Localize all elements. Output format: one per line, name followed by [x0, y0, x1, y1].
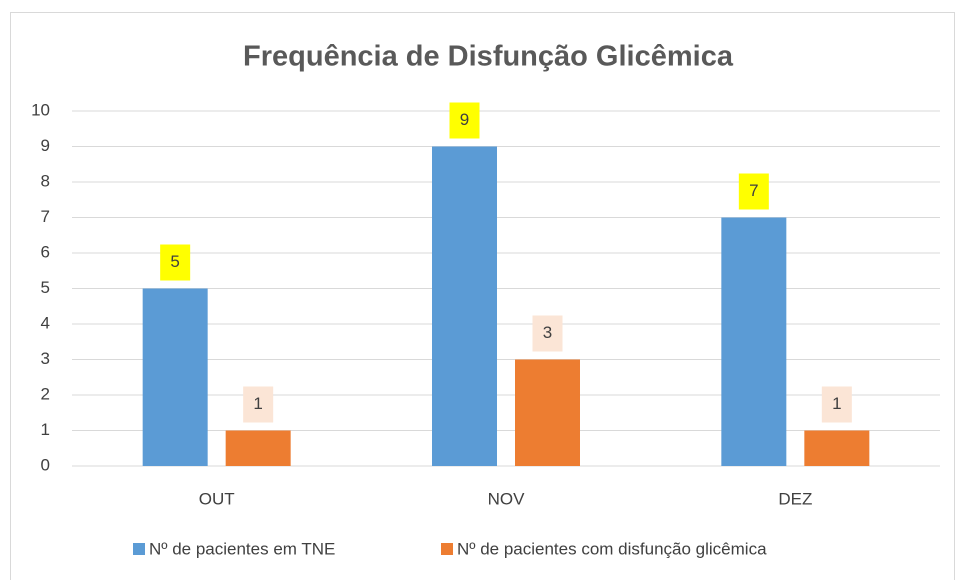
data-label-box — [821, 386, 852, 423]
data-label-box — [449, 102, 480, 139]
y-tick-label: 10 — [31, 100, 50, 119]
bar — [515, 359, 580, 466]
y-tick-label: 0 — [41, 455, 50, 474]
data-label: 1 — [832, 394, 841, 413]
data-label: 7 — [749, 181, 758, 200]
y-tick-label: 7 — [41, 207, 50, 226]
y-tick-label: 1 — [41, 420, 50, 439]
data-label-box — [532, 315, 563, 352]
data-label: 5 — [170, 252, 179, 271]
legend-label: Nº de pacientes com disfunção glicêmica — [457, 539, 767, 558]
bar — [721, 217, 787, 466]
data-label-box — [738, 173, 769, 210]
data-label-box — [160, 244, 191, 281]
bar — [432, 146, 497, 466]
y-tick-label: 5 — [41, 278, 50, 297]
x-tick-label: NOV — [488, 489, 526, 508]
y-tick-label: 4 — [41, 313, 50, 332]
data-label: 1 — [253, 394, 262, 413]
chart-title: Frequência de Disfunção Glicêmica — [243, 41, 734, 73]
y-tick-label: 3 — [41, 349, 50, 368]
bar — [225, 430, 291, 466]
x-tick-label: OUT — [199, 489, 235, 508]
legend-label: Nº de pacientes em TNE — [149, 539, 335, 558]
x-tick-label: DEZ — [778, 489, 812, 508]
bar — [804, 430, 870, 466]
y-tick-label: 2 — [41, 384, 50, 403]
legend-swatch — [133, 543, 145, 555]
legend-swatch — [441, 543, 453, 555]
y-tick-label: 8 — [41, 171, 50, 190]
y-tick-label: 6 — [41, 242, 50, 261]
bar — [142, 288, 208, 466]
y-tick-label: 9 — [41, 136, 50, 155]
data-label-box — [243, 386, 274, 423]
data-label: 3 — [543, 323, 552, 342]
data-label: 9 — [460, 110, 469, 129]
